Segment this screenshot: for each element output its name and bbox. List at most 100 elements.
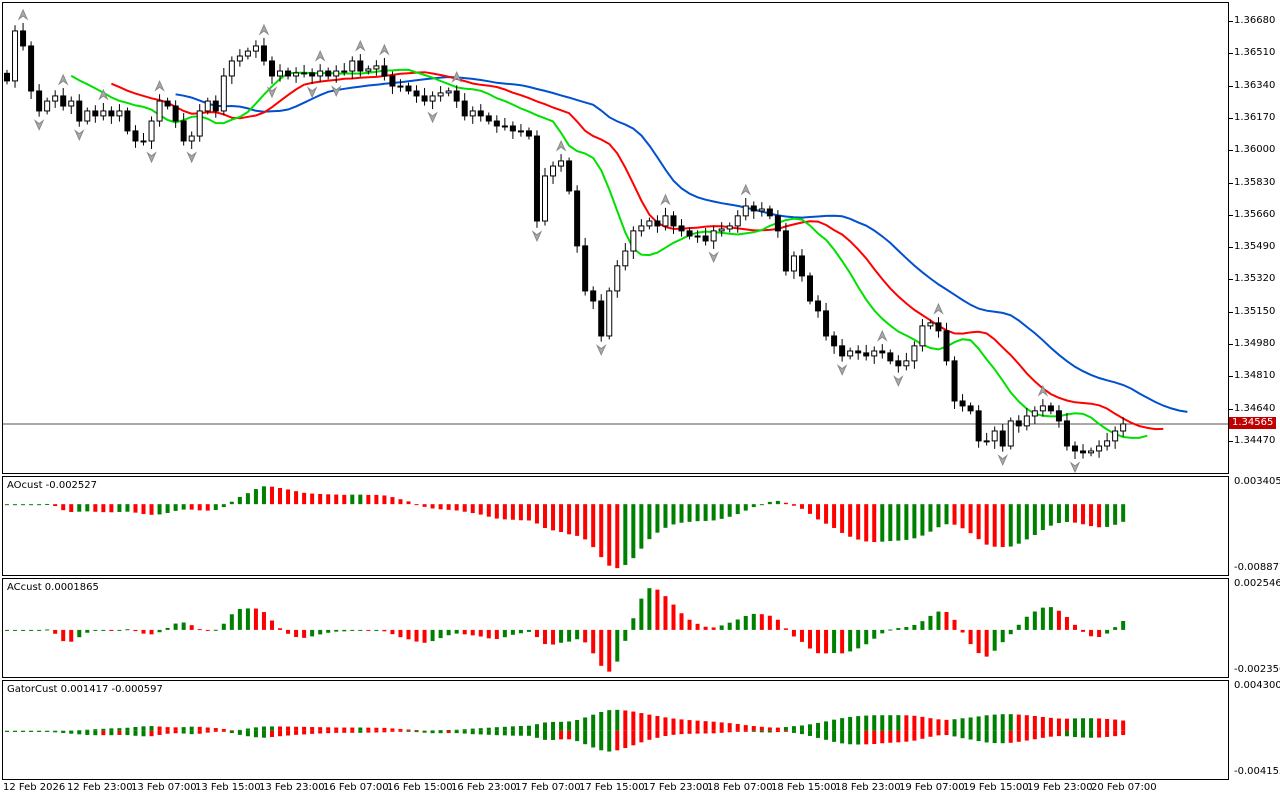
histogram-bar (575, 629, 580, 640)
bull-candle (558, 160, 565, 167)
histogram-bar (615, 504, 620, 569)
histogram-bar (944, 504, 949, 525)
histogram-bar (808, 724, 812, 731)
histogram-bar (406, 629, 411, 640)
histogram-bar (1121, 620, 1126, 630)
bull-candle (204, 100, 211, 112)
histogram-bar (1081, 629, 1086, 632)
time-axis-label: 19 Feb 23:00 (1027, 782, 1093, 793)
histogram-bar (984, 715, 989, 731)
histogram-bar (816, 504, 821, 520)
histogram-bar (1008, 714, 1013, 731)
histogram-bar (1089, 718, 1094, 731)
histogram-bar (526, 730, 531, 736)
bear-candle (935, 322, 942, 332)
bear-candle (309, 72, 316, 77)
histogram-bar (1113, 627, 1118, 630)
histogram-bar (157, 504, 162, 515)
ac-label: ACcust 0.0001865 (7, 582, 99, 593)
bull-candle (1104, 440, 1111, 447)
histogram-bar (398, 629, 403, 638)
gator-panel[interactable]: GatorCust 0.001417 -0.000597 (2, 680, 1229, 780)
histogram-bar (952, 504, 957, 525)
ac-panel[interactable]: ACcust 0.0001865 (2, 578, 1229, 678)
histogram-bar (286, 489, 291, 505)
histogram-bar (880, 730, 885, 744)
bull-candle (742, 205, 749, 217)
histogram-bar (149, 504, 154, 515)
histogram-bar (888, 504, 893, 542)
time-axis-label: 16 Feb 23:00 (451, 782, 517, 793)
bear-candle (855, 350, 862, 354)
histogram-bar (848, 629, 853, 652)
bear-candle (389, 75, 396, 87)
price-tick (1229, 311, 1233, 313)
bull-candle (983, 440, 990, 443)
histogram-bar (904, 504, 909, 540)
ao-panel[interactable]: AOcust -0.002527 (2, 476, 1229, 576)
bear-candle (285, 70, 292, 77)
histogram-bar (775, 619, 780, 630)
histogram-bar (799, 629, 804, 642)
histogram-bar (205, 727, 210, 731)
price-tick (1229, 441, 1233, 443)
time-axis-label: 17 Feb 15:00 (579, 782, 645, 793)
histogram-bar (326, 727, 331, 731)
histogram-bar (880, 504, 885, 542)
histogram-bar (526, 504, 531, 521)
histogram-bar (213, 728, 218, 731)
histogram-bar (816, 722, 821, 731)
histogram-bar (591, 730, 596, 748)
histogram-bar (703, 504, 708, 521)
histogram-bar (687, 720, 692, 731)
histogram-bar (1081, 718, 1086, 731)
histogram-bar (1113, 730, 1118, 737)
price-chart-panel[interactable] (2, 2, 1229, 474)
bear-candle (574, 190, 581, 247)
histogram-bar (551, 629, 556, 645)
histogram-bar (799, 725, 804, 731)
bull-candle (196, 110, 203, 137)
histogram-bar (992, 504, 997, 547)
gator-label: GatorCust 0.001417 -0.000597 (7, 684, 163, 695)
histogram-bar (446, 504, 451, 510)
bear-candle (887, 352, 894, 362)
histogram-bar (1105, 504, 1110, 527)
histogram-bar (783, 628, 788, 630)
histogram-bar (559, 721, 564, 731)
histogram-bar (69, 504, 74, 512)
bull-candle (710, 230, 717, 242)
fractal-up-icon (17, 8, 29, 21)
bull-candle (469, 110, 476, 117)
histogram-bar (261, 486, 266, 505)
histogram-bar (278, 628, 283, 630)
histogram-bar (165, 627, 170, 630)
histogram-bar (294, 726, 299, 731)
histogram-bar (358, 727, 363, 731)
histogram-bar (1056, 730, 1061, 737)
histogram-bar (663, 596, 668, 630)
histogram-bar (374, 494, 379, 505)
fractal-down-icon (306, 86, 318, 99)
histogram-bar (318, 727, 323, 731)
bear-candle (525, 130, 532, 137)
histogram-bar (318, 493, 323, 505)
histogram-bar (109, 504, 114, 513)
price-axis-label: 1.36170 (1234, 111, 1276, 123)
histogram-bar (607, 504, 612, 566)
histogram-bar (189, 625, 194, 630)
bull-candle (116, 110, 123, 117)
fractal-down-icon (330, 85, 342, 98)
histogram-bar (631, 730, 636, 746)
histogram-bar (1089, 504, 1094, 527)
histogram-bar (422, 730, 427, 733)
histogram-bar (390, 497, 395, 505)
time-axis-label: 19 Feb 15:00 (963, 782, 1029, 793)
bear-candle (477, 110, 484, 117)
histogram-bar (77, 730, 82, 735)
bull-candle (84, 110, 91, 122)
histogram-bar (1048, 717, 1053, 731)
histogram-bar (759, 726, 764, 731)
bull-candle (903, 360, 910, 367)
histogram-bar (13, 629, 18, 631)
